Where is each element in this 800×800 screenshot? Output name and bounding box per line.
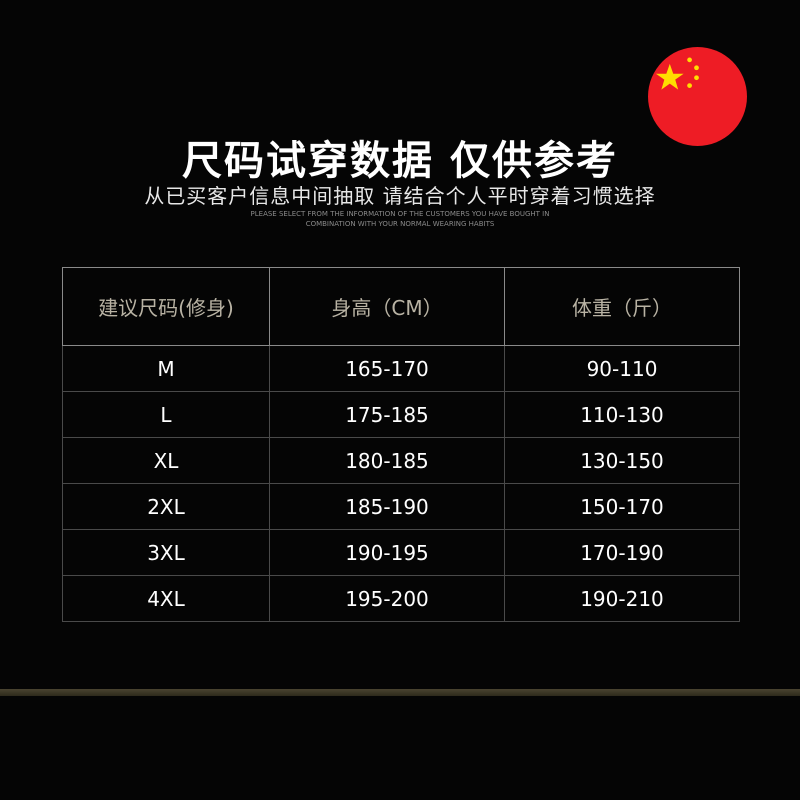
- cell-weight: 130-150: [504, 437, 740, 484]
- cell-weight: 150-170: [504, 483, 740, 530]
- cell-size: 3XL: [62, 529, 270, 576]
- china-flag-icon: [648, 47, 747, 146]
- table-row: 2XL 185-190 150-170: [62, 483, 740, 530]
- cell-height: 190-195: [269, 529, 505, 576]
- english-note-line: PLEASE SELECT FROM THE INFORMATION OF TH…: [250, 210, 550, 218]
- size-table: 建议尺码(修身) 身高（CM） 体重（斤） M 165-170 90-110 L 175…: [62, 267, 740, 622]
- cell-height: 185-190: [269, 483, 505, 530]
- table-header-row: 建议尺码(修身) 身高（CM） 体重（斤）: [62, 267, 740, 346]
- table-row: 4XL 195-200 190-210: [62, 575, 740, 622]
- header-weight: 体重（斤）: [504, 267, 740, 346]
- subtitle: 从已买客户信息中间抽取 请结合个人平时穿着习惯选择: [144, 184, 656, 208]
- cell-height: 165-170: [269, 345, 505, 392]
- cell-height: 175-185: [269, 391, 505, 438]
- cell-weight: 190-210: [504, 575, 740, 622]
- header-height: 身高（CM）: [269, 267, 505, 346]
- table-row: 3XL 190-195 170-190: [62, 529, 740, 576]
- divider-line: [0, 689, 800, 696]
- cell-size: XL: [62, 437, 270, 484]
- cell-size: L: [62, 391, 270, 438]
- cell-size: 4XL: [62, 575, 270, 622]
- english-note-line: COMBINATION WITH YOUR NORMAL WEARING HAB…: [305, 220, 495, 228]
- table-row: XL 180-185 130-150: [62, 437, 740, 484]
- english-note: PLEASE SELECT FROM THE INFORMATION OF TH…: [0, 209, 800, 229]
- table-row: L 175-185 110-130: [62, 391, 740, 438]
- header-size: 建议尺码(修身): [62, 267, 270, 346]
- table-row: M 165-170 90-110: [62, 345, 740, 392]
- cell-weight: 110-130: [504, 391, 740, 438]
- cell-weight: 90-110: [504, 345, 740, 392]
- cell-weight: 170-190: [504, 529, 740, 576]
- page-title: 尺码试穿数据 仅供参考: [182, 138, 618, 184]
- cell-height: 195-200: [269, 575, 505, 622]
- cell-size: M: [62, 345, 270, 392]
- cell-height: 180-185: [269, 437, 505, 484]
- cell-size: 2XL: [62, 483, 270, 530]
